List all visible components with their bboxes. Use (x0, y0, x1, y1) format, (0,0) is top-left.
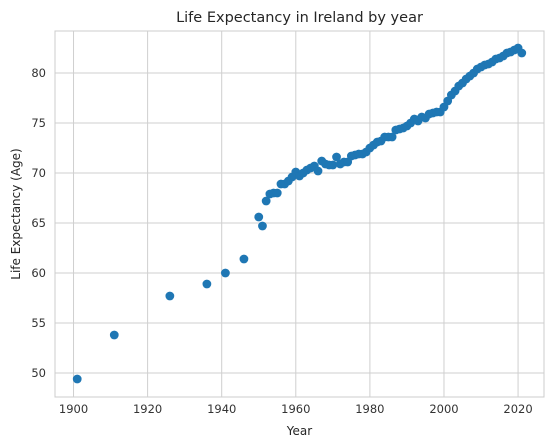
x-tick-label: 2020 (503, 402, 532, 416)
x-axis-label: Year (286, 424, 312, 438)
x-tick-label: 2000 (429, 402, 458, 416)
y-tick-label: 75 (31, 116, 46, 130)
data-point (387, 132, 397, 142)
data-point (165, 291, 175, 301)
y-axis-ticks: 50 55 60 65 70 75 80 (31, 66, 46, 380)
data-point (202, 279, 212, 289)
data-point (332, 152, 341, 162)
data-point (258, 221, 267, 231)
x-tick-label: 1940 (207, 402, 236, 416)
data-point (239, 254, 249, 264)
x-tick-label: 1980 (355, 402, 384, 416)
data-point (328, 160, 338, 170)
x-tick-label: 1960 (281, 402, 310, 416)
y-tick-label: 80 (31, 66, 46, 80)
y-tick-label: 65 (31, 216, 46, 230)
chart-title: Life Expectancy in Ireland by year (176, 10, 423, 26)
data-point (261, 196, 271, 206)
data-point (254, 212, 264, 222)
data-point (72, 374, 82, 384)
y-tick-label: 70 (31, 166, 46, 180)
y-tick-label: 60 (31, 266, 46, 280)
data-point (221, 268, 230, 278)
plot-area (54, 30, 545, 398)
y-tick-label: 50 (31, 366, 46, 380)
data-point (517, 48, 527, 58)
data-point (272, 188, 282, 198)
data-point (109, 330, 119, 340)
data-points (72, 43, 527, 384)
x-axis-ticks: 1900 1920 1940 1960 1980 2000 2020 (59, 402, 533, 416)
y-tick-label: 55 (31, 316, 46, 330)
x-tick-label: 1900 (59, 402, 88, 416)
y-axis-label: Life Expectancy (Age) (9, 148, 23, 279)
x-tick-label: 1920 (133, 402, 162, 416)
data-point (313, 166, 323, 176)
grid (55, 31, 544, 397)
